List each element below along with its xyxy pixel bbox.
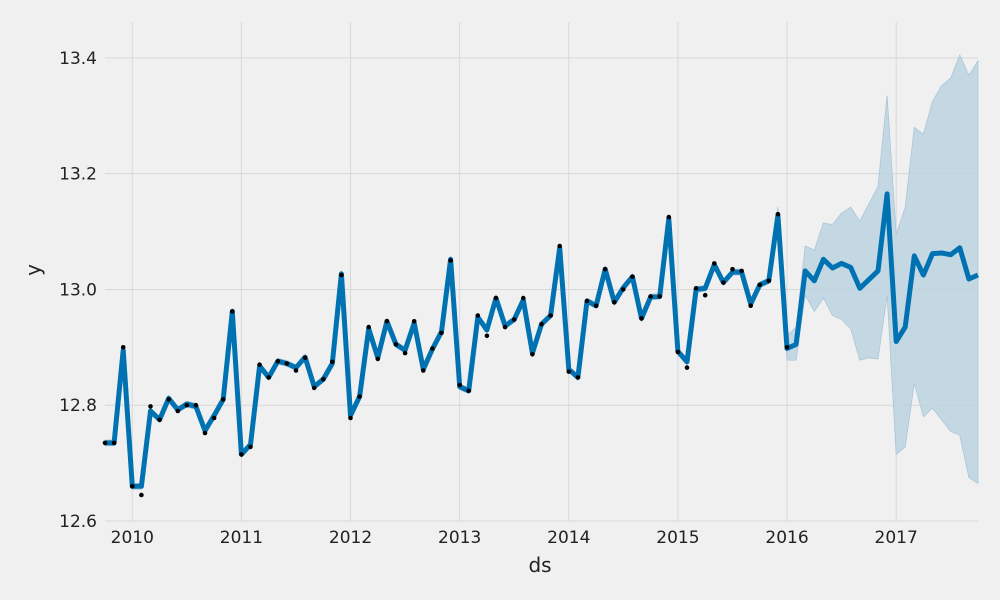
- observed-point: [111, 440, 117, 446]
- observed-point: [539, 321, 544, 327]
- observed-point: [675, 349, 681, 355]
- x-axis-label: ds: [528, 553, 551, 577]
- observed-point: [730, 266, 735, 272]
- observed-point: [102, 440, 108, 446]
- observed-point: [302, 355, 308, 361]
- x-tick-label: 2014: [547, 528, 590, 548]
- x-axis-ticks: 2010 2011 2012 2013 2014 2015 2016 2017: [111, 528, 918, 548]
- observed-point: [193, 402, 199, 408]
- observed-point: [275, 358, 281, 364]
- observed-point: [211, 415, 217, 421]
- observed-point: [330, 359, 335, 365]
- observed-point: [621, 287, 626, 292]
- observed-points: [102, 211, 790, 498]
- observed-point: [493, 295, 499, 301]
- observed-point: [757, 282, 763, 288]
- observed-point: [266, 375, 272, 380]
- y-axis-label: y: [21, 264, 45, 276]
- observed-point: [712, 261, 717, 266]
- observed-point: [439, 330, 444, 336]
- observed-point: [721, 280, 726, 285]
- observed-point: [248, 444, 253, 450]
- observed-point: [566, 369, 572, 374]
- observed-point: [257, 362, 262, 368]
- y-axis-ticks: 12.6 12.8 13.0 13.2 13.4: [59, 49, 97, 532]
- observed-point: [239, 452, 244, 457]
- x-tick-label: 2013: [438, 528, 481, 548]
- observed-point: [593, 303, 599, 309]
- observed-point: [348, 415, 353, 421]
- observed-point: [293, 368, 299, 373]
- observed-point: [220, 397, 226, 402]
- x-tick-label: 2016: [765, 528, 808, 548]
- observed-point: [139, 492, 144, 498]
- observed-point: [630, 274, 635, 280]
- observed-point: [612, 299, 617, 305]
- observed-point: [693, 286, 699, 291]
- observed-point: [639, 316, 644, 321]
- observed-point: [530, 352, 535, 357]
- y-tick-label: 13.0: [59, 280, 97, 300]
- observed-point: [184, 402, 190, 408]
- observed-point: [484, 333, 490, 339]
- x-tick-label: 2011: [220, 528, 263, 548]
- observed-point: [321, 376, 326, 382]
- observed-point: [202, 430, 208, 436]
- observed-point: [502, 324, 508, 330]
- observed-point: [120, 345, 126, 350]
- observed-point: [402, 350, 408, 356]
- observed-point: [166, 397, 171, 402]
- observed-point: [375, 356, 381, 362]
- observed-point: [575, 375, 581, 380]
- observed-point: [602, 266, 608, 272]
- y-tick-label: 13.4: [59, 49, 97, 69]
- y-tick-label: 13.2: [59, 165, 97, 185]
- observed-point: [475, 313, 481, 318]
- observed-point: [411, 319, 417, 324]
- observed-point: [702, 292, 708, 298]
- observed-point: [393, 342, 399, 347]
- observed-point: [148, 404, 153, 409]
- observed-point: [739, 268, 744, 274]
- observed-point: [457, 382, 463, 388]
- x-tick-label: 2010: [111, 528, 154, 548]
- observed-point: [130, 484, 135, 489]
- observed-point: [466, 388, 472, 394]
- observed-point: [548, 313, 553, 318]
- observed-point: [521, 295, 526, 301]
- observed-point: [448, 258, 453, 263]
- observed-point: [421, 368, 426, 373]
- observed-point: [648, 294, 653, 299]
- observed-point: [384, 319, 390, 324]
- observed-point: [657, 294, 662, 299]
- x-tick-label: 2012: [329, 528, 372, 548]
- observed-point: [775, 211, 781, 217]
- observed-point: [339, 272, 344, 278]
- observed-point: [357, 394, 362, 399]
- observed-point: [430, 346, 435, 351]
- y-tick-label: 12.6: [59, 512, 97, 532]
- observed-point: [557, 243, 562, 249]
- observed-point: [784, 345, 790, 350]
- observed-point: [684, 365, 690, 370]
- observed-point: [666, 214, 672, 220]
- observed-point: [157, 417, 162, 423]
- observed-point: [175, 408, 181, 414]
- observed-point: [511, 317, 517, 322]
- x-tick-label: 2017: [875, 528, 918, 548]
- observed-point: [230, 309, 235, 314]
- observed-point: [311, 385, 317, 391]
- observed-point: [584, 298, 590, 304]
- y-tick-label: 12.8: [59, 396, 97, 416]
- observed-point: [766, 278, 772, 284]
- observed-point: [748, 303, 753, 309]
- observed-point: [366, 324, 372, 330]
- x-tick-label: 2015: [656, 528, 699, 548]
- observed-point: [284, 361, 290, 366]
